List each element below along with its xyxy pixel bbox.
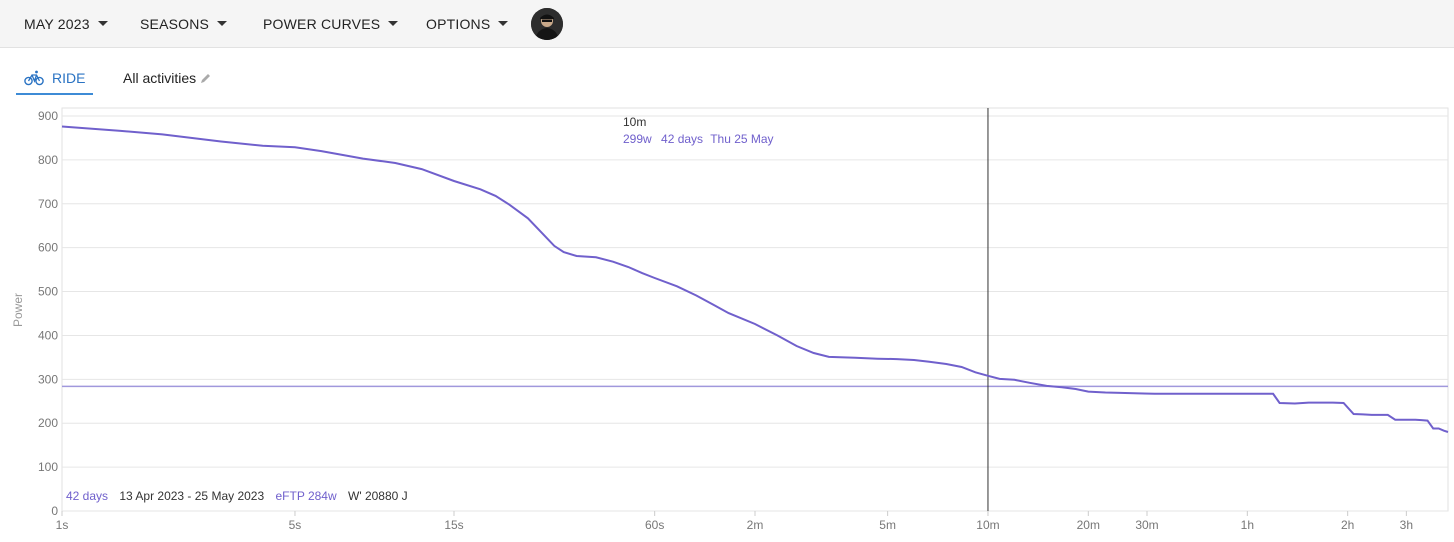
x-tick-label: 60s <box>645 518 664 532</box>
cursor-power: 299w <box>623 132 652 146</box>
tab-ride-label: RIDE <box>52 69 86 86</box>
x-tick-label: 5m <box>879 518 896 532</box>
tab-ride[interactable]: RIDE <box>16 62 93 95</box>
y-axis-label: Power <box>11 293 25 327</box>
y-grid: 0 100 200 300 400 500 600 700 800 900 <box>38 109 1448 518</box>
x-tick-label: 3h <box>1400 518 1413 532</box>
plot-frame <box>61 107 1449 512</box>
cursor-period: 42 days <box>661 132 703 146</box>
cursor-time: 10m <box>623 115 646 129</box>
y-tick-label: 800 <box>38 153 58 167</box>
x-tick-label: 30m <box>1135 518 1158 532</box>
y-tick-label: 0 <box>51 504 58 518</box>
y-tick-label: 400 <box>38 328 58 342</box>
x-tick-label: 15s <box>444 518 463 532</box>
cursor-date: Thu 25 May <box>710 132 773 146</box>
y-tick-label: 600 <box>38 241 58 255</box>
avatar[interactable] <box>531 8 563 40</box>
footer-date-range: 13 Apr 2023 - 25 May 2023 <box>119 489 264 503</box>
options-menu[interactable]: OPTIONS <box>426 0 509 47</box>
y-tick-label: 200 <box>38 416 58 430</box>
seasons-menu[interactable]: SEASONS <box>140 0 228 47</box>
seasons-menu-label: SEASONS <box>140 15 210 32</box>
power-curves-menu-label: POWER CURVES <box>263 15 381 32</box>
chevron-down-icon <box>97 21 108 26</box>
y-tick-label: 100 <box>38 460 58 474</box>
month-menu[interactable]: MAY 2023 <box>24 0 108 47</box>
x-tick-label: 5s <box>289 518 302 532</box>
cursor-values: 299w 42 days Thu 25 May <box>623 132 774 146</box>
chevron-down-icon <box>217 21 228 26</box>
chevron-down-icon <box>388 21 399 26</box>
all-activities-label: All activities <box>123 70 197 86</box>
x-tick-label: 2h <box>1341 518 1354 532</box>
options-menu-label: OPTIONS <box>426 15 491 32</box>
footer-eftp: eFTP 284w <box>276 489 337 503</box>
x-tick-label: 10m <box>976 518 999 532</box>
footer-period: 42 days <box>66 489 108 503</box>
x-axis: 1s 5s 15s 60s 2m 5m 10m 20m 30m 1h 2h 3h <box>56 511 1413 532</box>
month-menu-label: MAY 2023 <box>24 15 90 32</box>
x-tick-label: 20m <box>1077 518 1100 532</box>
power-curves-menu[interactable]: POWER CURVES <box>263 0 399 47</box>
x-tick-label: 1h <box>1241 518 1254 532</box>
bicycle-icon <box>24 70 44 85</box>
all-activities-selector[interactable]: All activities <box>123 70 211 86</box>
x-tick-label: 2m <box>747 518 764 532</box>
footer-info: 42 days 13 Apr 2023 - 25 May 2023 eFTP 2… <box>66 489 408 503</box>
series-line <box>61 125 1449 433</box>
chevron-down-icon <box>498 21 509 26</box>
top-bar: MAY 2023 SEASONS POWER CURVES OPTIONS <box>0 0 1454 48</box>
y-tick-label: 300 <box>38 372 58 386</box>
y-tick-label: 900 <box>38 109 58 123</box>
x-tick-label: 1s <box>56 518 69 532</box>
pencil-icon[interactable] <box>200 73 211 84</box>
y-tick-label: 500 <box>38 285 58 299</box>
y-tick-label: 700 <box>38 197 58 211</box>
footer-wprime: W' 20880 J <box>348 489 408 503</box>
